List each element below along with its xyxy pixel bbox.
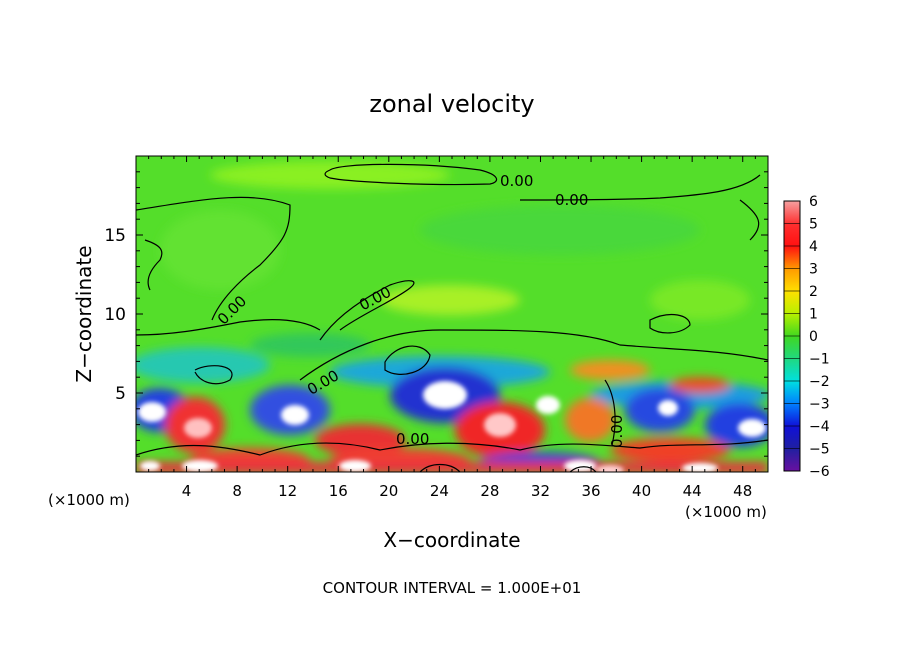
x-tick-label: 40 xyxy=(632,482,651,500)
heatmap-field xyxy=(136,156,768,472)
y-axis-label: Z−coordinate xyxy=(72,245,96,382)
y-tick-label: 5 xyxy=(115,384,126,404)
contour-label: 0.00 xyxy=(608,415,626,448)
x-tick-label: 20 xyxy=(379,482,398,500)
contour-label: 0.00 xyxy=(396,430,429,448)
colorbar-label: −3 xyxy=(809,397,830,413)
colorbar-label: −4 xyxy=(809,419,830,435)
colorbar-band xyxy=(784,426,800,449)
colorbar-band xyxy=(784,291,800,314)
y-tick-label: 15 xyxy=(104,226,126,246)
colorbar-band xyxy=(784,448,800,472)
colorbar-band xyxy=(784,313,800,337)
colorbar-label: 1 xyxy=(809,307,818,323)
colorbar-band xyxy=(784,246,800,269)
x-tick-label: 44 xyxy=(683,482,702,500)
chart-title: zonal velocity xyxy=(369,90,534,118)
contour-interval-note: CONTOUR INTERVAL = 1.000E+01 xyxy=(323,579,582,597)
x-axis-unit-left: (×1000 m) xyxy=(48,491,130,509)
colorbar-label: 0 xyxy=(809,329,818,345)
contour-label: 0.00 xyxy=(555,191,588,209)
colorbar-label: 5 xyxy=(809,217,818,233)
y-tick-label: 10 xyxy=(104,305,126,325)
x-tick-label: 28 xyxy=(480,482,499,500)
y-axis: 5 10 15 xyxy=(104,171,768,457)
colorbar-band xyxy=(784,223,800,247)
colorbar-band xyxy=(784,381,800,404)
colorbar-band xyxy=(784,201,800,224)
colorbar-label: 2 xyxy=(809,284,818,300)
contour-lines xyxy=(136,163,768,472)
colorbar-label: −1 xyxy=(809,352,830,368)
x-tick-label: 16 xyxy=(329,482,348,500)
x-tick-label: 24 xyxy=(430,482,449,500)
x-tick-label: 32 xyxy=(531,482,550,500)
x-axis-label: X−coordinate xyxy=(383,528,520,552)
x-axis: 4 8 12 16 20 24 28 32 36 40 44 48 xyxy=(148,156,756,500)
colorbar-label: −2 xyxy=(809,374,830,390)
colorbar: 6 5 4 3 2 1 0 −1 −2 −3 −4 −5 −6 xyxy=(783,194,830,480)
x-tick-label: 12 xyxy=(278,482,297,500)
colorbar-band xyxy=(784,336,800,359)
colorbar-label: −5 xyxy=(809,442,830,458)
colorbar-band xyxy=(784,268,800,292)
x-axis-unit-right: (×1000 m) xyxy=(685,503,767,521)
contour-label-group: 0.00 0.00 0.00 0.00 0.00 0.00 0.00 xyxy=(214,172,626,448)
x-tick-label: 8 xyxy=(232,482,242,500)
colorbar-band xyxy=(784,403,800,427)
x-tick-label: 36 xyxy=(581,482,600,500)
contour-label: 0.00 xyxy=(500,172,533,190)
colorbar-label: 4 xyxy=(809,239,818,255)
colorbar-label: 6 xyxy=(809,194,818,210)
x-tick-label: 4 xyxy=(182,482,192,500)
x-tick-label: 48 xyxy=(733,482,752,500)
colorbar-label: 3 xyxy=(809,262,818,278)
colorbar-band xyxy=(784,358,800,382)
colorbar-label: −6 xyxy=(809,464,830,480)
